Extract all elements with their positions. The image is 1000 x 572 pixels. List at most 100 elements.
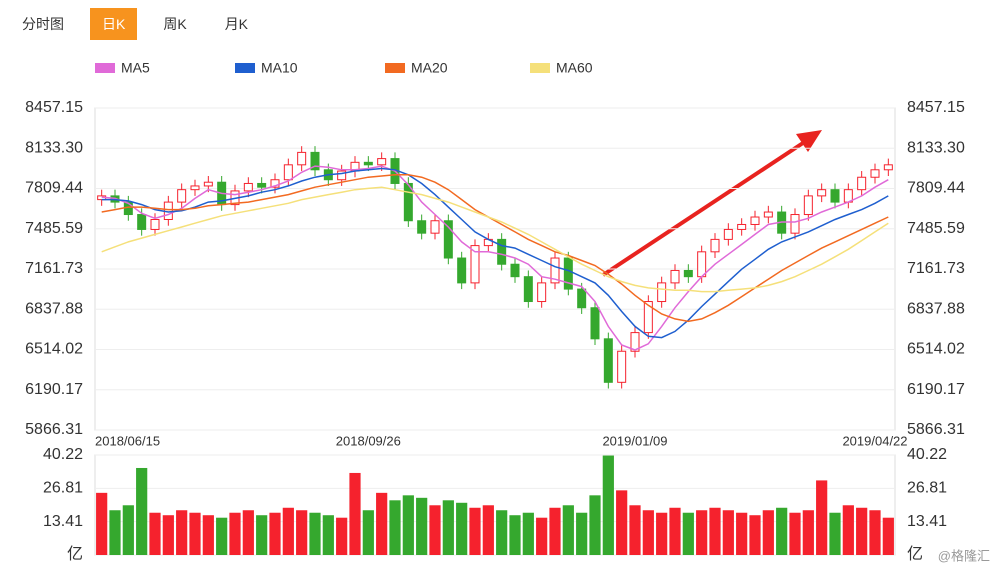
- volume-bar: [456, 502, 468, 555]
- y2-tick-label: 8457.15: [907, 99, 965, 116]
- volume-tick-label: 13.41: [43, 513, 83, 530]
- candle-body: [857, 176, 867, 191]
- volume-bar: [549, 507, 561, 555]
- watermark: @格隆汇: [938, 548, 990, 563]
- volume-bar: [282, 507, 294, 555]
- candle-body: [817, 189, 827, 197]
- volume-bar: [429, 505, 441, 555]
- y2-tick-label: 6837.88: [907, 300, 965, 317]
- volume-bar: [336, 517, 348, 555]
- tab[interactable]: 周K: [163, 16, 187, 32]
- candle-body: [377, 158, 387, 166]
- x-tick-label: 2018/09/26: [336, 433, 401, 448]
- y2-tick-label: 7485.59: [907, 220, 965, 237]
- ma-line: [101, 174, 889, 323]
- volume-bar: [376, 492, 388, 555]
- volume-bar: [229, 512, 241, 555]
- candle-body: [337, 170, 347, 181]
- candle-body: [657, 282, 667, 303]
- volume-bar: [202, 515, 214, 555]
- legend-label: MA60: [556, 60, 593, 76]
- volume-bar: [536, 517, 548, 555]
- y2-tick-label: 5866.31: [907, 421, 965, 438]
- candle-body: [697, 251, 707, 278]
- volume-bar: [389, 500, 401, 555]
- y-tick-label: 8457.15: [25, 99, 83, 116]
- legend-swatch: [530, 63, 550, 73]
- y2-tick-label: 6514.02: [907, 341, 965, 358]
- trend-arrow: [601, 139, 808, 277]
- volume-bar: [149, 512, 161, 555]
- y-tick-label: 6190.17: [25, 381, 83, 398]
- y-tick-label: 6837.88: [25, 300, 83, 317]
- y-tick-label: 7485.59: [25, 220, 83, 237]
- candle-body: [443, 220, 453, 259]
- candle-body: [710, 238, 720, 253]
- volume-frame: [94, 454, 896, 556]
- candle-body: [643, 301, 653, 334]
- candle-body: [750, 216, 760, 225]
- volume-tick-label-right: 40.22: [907, 446, 947, 463]
- volume-bar: [349, 472, 361, 555]
- volume-bar: [882, 517, 894, 555]
- candle-body: [830, 189, 840, 203]
- legend-swatch: [95, 63, 115, 73]
- candle-body: [270, 179, 280, 188]
- candle-body: [870, 169, 880, 178]
- legend-label: MA10: [261, 60, 298, 76]
- volume-bar: [469, 507, 481, 555]
- candle-body: [590, 307, 600, 340]
- legend-swatch: [235, 63, 255, 73]
- volume-bar: [602, 455, 614, 555]
- tab-bar: 分时图 日K 周K 月K: [10, 8, 274, 40]
- volume-bar: [802, 510, 814, 555]
- candle-body: [617, 350, 627, 383]
- volume-bar: [842, 505, 854, 555]
- candle-body: [683, 269, 693, 278]
- volume-bar: [256, 515, 268, 555]
- tab[interactable]: 月K: [224, 16, 249, 32]
- candle-body: [137, 214, 147, 230]
- volume-tick-label: 26.81: [43, 480, 83, 497]
- volume-tick-label: 40.22: [43, 446, 83, 463]
- y-tick-label: 6514.02: [25, 341, 83, 358]
- candle-body: [457, 257, 467, 284]
- volume-bar: [816, 480, 828, 555]
- candle-body: [577, 288, 587, 309]
- candle-body: [150, 219, 160, 230]
- volume-bar: [309, 512, 321, 555]
- volume-bar: [696, 510, 708, 555]
- volume-bar: [656, 512, 668, 555]
- volume-bar: [789, 512, 801, 555]
- y2-tick-label: 7161.73: [907, 260, 965, 277]
- candle-body: [763, 211, 773, 218]
- candle-body: [243, 182, 253, 192]
- volume-bar: [122, 505, 134, 555]
- volume-bar: [562, 505, 574, 555]
- legend-swatch: [385, 63, 405, 73]
- trend-arrow-head: [796, 130, 822, 152]
- candle-body: [790, 214, 800, 234]
- tab[interactable]: 分时图: [22, 16, 64, 32]
- volume-tick-label: 亿: [67, 545, 83, 563]
- volume-bar: [402, 495, 414, 555]
- volume-bar: [856, 507, 868, 555]
- volume-bar: [189, 512, 201, 555]
- ma-line: [101, 165, 889, 351]
- volume-bar: [682, 512, 694, 555]
- volume-bar: [642, 510, 654, 555]
- candle-body: [297, 151, 307, 166]
- candle-body: [737, 223, 747, 230]
- volume-bar: [722, 510, 734, 555]
- x-tick-label: 2019/01/09: [602, 433, 667, 448]
- volume-bar: [136, 467, 148, 555]
- candle-body: [417, 220, 427, 234]
- volume-bar: [776, 507, 788, 555]
- volume-bar: [109, 510, 121, 555]
- candle-body: [310, 151, 320, 171]
- candle-body: [510, 263, 520, 278]
- x-tick-label: 2019/04/22: [842, 433, 907, 448]
- volume-bar: [749, 515, 761, 555]
- tab[interactable]: 日K: [90, 8, 138, 40]
